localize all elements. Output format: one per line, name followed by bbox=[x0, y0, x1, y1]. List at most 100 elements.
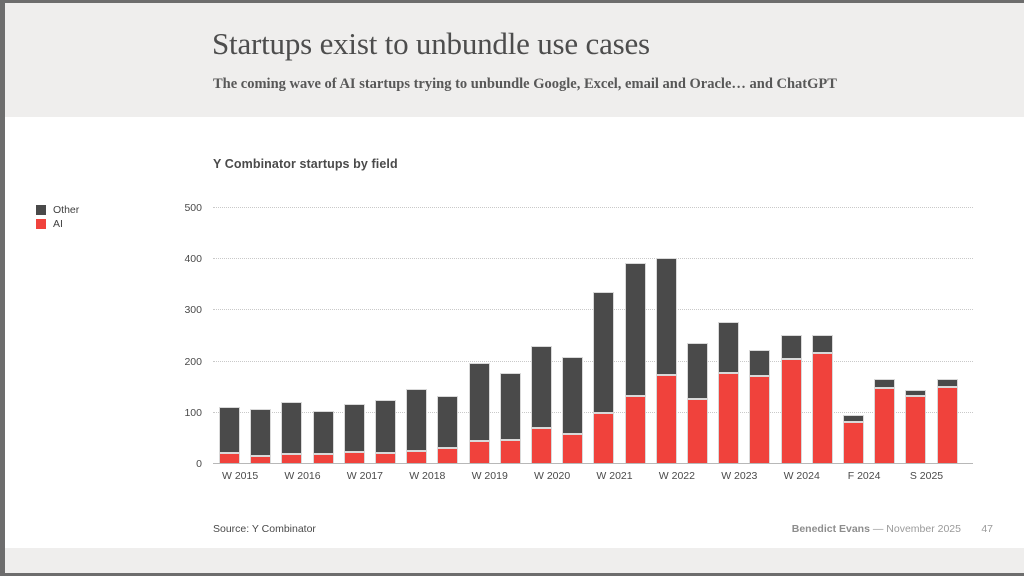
bar-s-2021[interactable] bbox=[624, 262, 646, 463]
x-axis-tick-label: W 2021 bbox=[596, 470, 633, 482]
bar-s-2019[interactable] bbox=[499, 373, 521, 463]
bar-s-2022[interactable] bbox=[687, 342, 708, 463]
header-band bbox=[5, 3, 1024, 117]
bar-segment-other bbox=[281, 401, 303, 454]
bar-w-2021[interactable] bbox=[593, 291, 615, 463]
x-axis-tick-label: W 2017 bbox=[346, 470, 383, 482]
bar-segment-ai bbox=[749, 376, 771, 463]
bar-segment-other bbox=[531, 346, 552, 429]
bar-w-2023[interactable] bbox=[718, 322, 740, 463]
legend-label: Other bbox=[53, 203, 80, 216]
bar-f-2025[interactable] bbox=[936, 379, 958, 463]
bar-s-2015[interactable] bbox=[250, 409, 272, 463]
bar-w-2015[interactable] bbox=[219, 406, 240, 463]
bar-s-2020[interactable] bbox=[562, 356, 584, 463]
legend-label: AI bbox=[53, 217, 63, 230]
gridline: 300 bbox=[184, 304, 973, 316]
bar-segment-other bbox=[718, 322, 740, 374]
bar-segment-other bbox=[219, 406, 240, 453]
bar-s-2017[interactable] bbox=[375, 400, 396, 463]
bar-w-2024[interactable] bbox=[780, 335, 802, 463]
credit-author: Benedict Evans bbox=[791, 523, 870, 535]
x-axis-tick-label: S 2025 bbox=[909, 470, 944, 482]
bar-s-2018[interactable] bbox=[437, 396, 459, 463]
bar-w-2020[interactable] bbox=[531, 346, 552, 463]
x-axis-tick-label: W 2020 bbox=[534, 470, 571, 482]
y-axis-tick-label: 300 bbox=[184, 304, 202, 317]
bar-segment-other bbox=[375, 400, 396, 453]
bar-segment-ai bbox=[499, 440, 521, 463]
legend-item-other[interactable]: Other bbox=[36, 203, 79, 217]
bar-segment-other bbox=[499, 373, 521, 441]
gridline: 500 bbox=[184, 202, 973, 214]
legend-item-ai[interactable]: AI bbox=[36, 217, 79, 231]
bar-segment-ai bbox=[936, 387, 958, 463]
bar-f-2024[interactable] bbox=[843, 414, 864, 463]
legend-swatch-icon bbox=[36, 219, 46, 229]
bar-s-2023[interactable] bbox=[749, 350, 771, 463]
source-note: Source: Y Combinator bbox=[213, 523, 316, 535]
bar-w-2016[interactable] bbox=[281, 401, 303, 463]
bar-segment-ai bbox=[219, 452, 240, 463]
slide-body bbox=[5, 117, 1024, 548]
bar-segment-ai bbox=[562, 434, 584, 463]
x-axis-tick-label: W 2016 bbox=[284, 470, 321, 482]
bar-segment-other bbox=[936, 379, 958, 388]
bar-segment-other bbox=[843, 414, 864, 423]
bar-segment-other bbox=[312, 410, 334, 455]
x-axis-tick-label: W 2024 bbox=[783, 470, 820, 482]
bar-w-2017[interactable] bbox=[343, 404, 365, 463]
bar-segment-ai bbox=[843, 422, 864, 463]
bar-segment-ai bbox=[905, 396, 927, 463]
bar-w-2019[interactable] bbox=[468, 363, 490, 463]
bar-s-2024[interactable] bbox=[811, 334, 833, 463]
bar-w-2018[interactable] bbox=[406, 388, 428, 463]
bar-segment-ai bbox=[874, 387, 896, 463]
y-axis-tick-label: 400 bbox=[184, 253, 202, 266]
bar-segment-other bbox=[406, 388, 428, 451]
gridline: 400 bbox=[184, 253, 973, 265]
y-axis-tick-label: 200 bbox=[184, 355, 202, 368]
y-axis-tick-label: 100 bbox=[184, 406, 202, 419]
slide-title: Startups exist to unbundle use cases bbox=[212, 26, 650, 61]
bar-s-2016[interactable] bbox=[312, 410, 334, 463]
slide-subtitle: The coming wave of AI startups trying to… bbox=[213, 76, 837, 92]
bar-segment-ai bbox=[375, 452, 396, 463]
bar-segment-ai bbox=[593, 413, 615, 463]
bar-segment-ai bbox=[624, 395, 646, 463]
slide-bottom-border bbox=[0, 573, 1024, 576]
bar-segment-ai bbox=[281, 453, 303, 463]
bar-segment-ai bbox=[811, 353, 833, 463]
bar-w-2025[interactable] bbox=[874, 378, 896, 463]
bar-w-2022[interactable] bbox=[655, 258, 677, 463]
bar-segment-other bbox=[343, 404, 365, 452]
page-number: 47 bbox=[981, 523, 993, 535]
bar-segment-ai bbox=[718, 373, 740, 463]
credit-separator: — bbox=[872, 523, 884, 535]
bar-segment-ai bbox=[780, 359, 802, 463]
footer-band bbox=[5, 548, 1024, 573]
x-axis-tick-label: W 2018 bbox=[409, 470, 446, 482]
credit-date: November 2025 bbox=[886, 523, 961, 535]
credit-line: Benedict Evans — November 2025 bbox=[792, 523, 961, 535]
bar-segment-ai bbox=[687, 399, 708, 463]
x-axis-tick-label: F 2024 bbox=[847, 470, 881, 482]
bar-segment-other bbox=[655, 258, 677, 375]
x-axis-tick-label: W 2019 bbox=[471, 470, 508, 482]
slide-left-border bbox=[0, 0, 5, 576]
x-axis-tick-label: W 2023 bbox=[721, 470, 758, 482]
bar-segment-other bbox=[780, 335, 802, 360]
bar-segment-other bbox=[874, 378, 896, 388]
bar-segment-ai bbox=[343, 451, 365, 463]
bar-segment-other bbox=[624, 262, 646, 396]
bar-segment-ai bbox=[406, 450, 428, 463]
x-axis-tick-label: W 2015 bbox=[222, 470, 259, 482]
bar-s-2025[interactable] bbox=[905, 389, 927, 463]
bar-segment-other bbox=[687, 342, 708, 399]
bar-segment-other bbox=[437, 396, 459, 448]
x-axis-tick-label: W 2022 bbox=[658, 470, 695, 482]
chart-plot-area: 0 100 200 300 400 500 W 2015 W 2016 W 2017 W 2018… bbox=[184, 202, 973, 482]
y-axis-tick-label: 0 bbox=[196, 458, 202, 470]
bar-segment-other bbox=[593, 291, 615, 414]
